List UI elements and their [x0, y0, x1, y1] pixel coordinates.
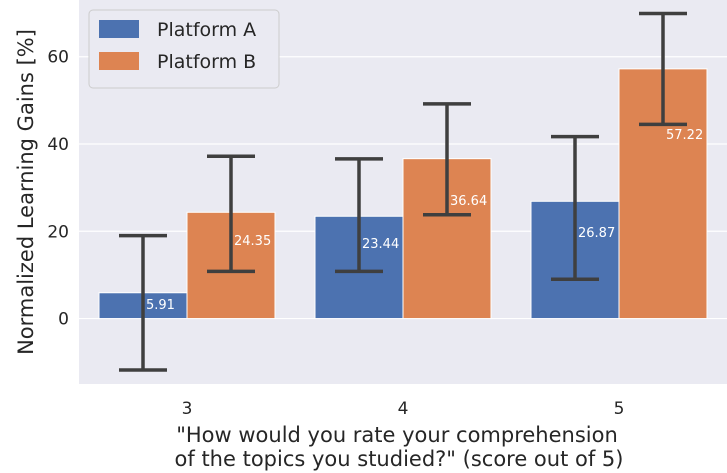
x-axis-ticks: 3 4 5: [182, 399, 625, 419]
x-tick-label: 5: [614, 399, 625, 419]
data-label: 57.22: [666, 128, 703, 143]
data-label: 5.91: [146, 298, 175, 313]
x-axis-label-line-2: of the topics you studied?" (score out o…: [175, 447, 624, 471]
y-tick-label: 0: [58, 310, 69, 330]
data-label: 36.64: [450, 194, 487, 209]
y-axis-ticks: 0 20 40 60: [47, 48, 69, 330]
y-tick-label: 40: [47, 135, 69, 155]
legend-label-platform-b: Platform B: [157, 51, 256, 73]
x-tick-label: 3: [182, 399, 193, 419]
data-labels: 5.91 23.44 26.87 24.35 36.64 57.22: [146, 128, 703, 313]
y-tick-label: 60: [47, 48, 69, 68]
x-axis-label-line-1: "How would you rate your comprehension: [176, 423, 618, 447]
legend-label-platform-a: Platform A: [157, 19, 256, 41]
x-tick-label: 4: [398, 399, 409, 419]
legend-swatch-platform-a: [99, 20, 139, 38]
legend-swatch-platform-b: [99, 52, 139, 70]
data-label: 24.35: [234, 234, 271, 249]
legend: Platform A Platform B: [88, 9, 280, 89]
data-label: 23.44: [362, 237, 399, 252]
y-tick-label: 20: [47, 222, 69, 242]
y-axis-label: Normalized Learning Gains [%]: [14, 29, 38, 355]
data-label: 26.87: [578, 226, 615, 241]
error-bars: [119, 11, 687, 372]
